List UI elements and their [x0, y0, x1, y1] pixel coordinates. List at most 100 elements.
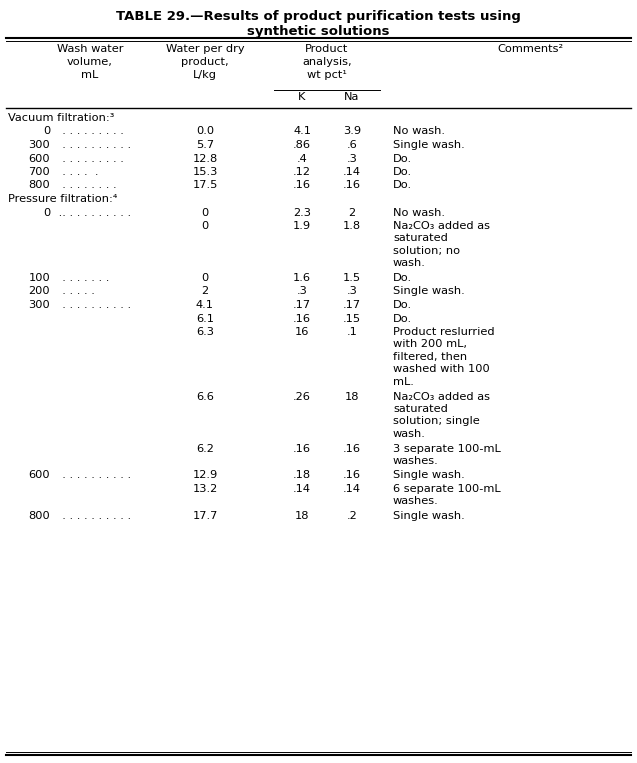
Text: .18: .18: [293, 471, 311, 481]
Text: Single wash.: Single wash.: [393, 140, 465, 150]
Text: Wash water
volume,
mL: Wash water volume, mL: [57, 44, 123, 80]
Text: Na₂CO₃ added as
saturated
solution; single
wash.: Na₂CO₃ added as saturated solution; sing…: [393, 391, 490, 439]
Text: Product
analysis,
wt pct¹: Product analysis, wt pct¹: [302, 44, 352, 80]
Text: 1.6: 1.6: [293, 273, 311, 283]
Text: 16: 16: [295, 327, 309, 337]
Text: .17: .17: [343, 300, 361, 310]
Text: 600: 600: [29, 153, 50, 163]
Text: 15.3: 15.3: [192, 167, 218, 177]
Text: . . . . .: . . . . .: [55, 286, 95, 297]
Text: Na₂CO₃ added as
saturated
solution; no
wash.: Na₂CO₃ added as saturated solution; no w…: [393, 221, 490, 269]
Text: 6 separate 100-mL
washes.: 6 separate 100-mL washes.: [393, 484, 501, 507]
Text: 1.5: 1.5: [343, 273, 361, 283]
Text: 12.9: 12.9: [192, 471, 218, 481]
Text: 17.5: 17.5: [192, 181, 218, 191]
Text: 17.7: 17.7: [192, 511, 218, 521]
Text: .16: .16: [343, 443, 361, 453]
Text: No wash.: No wash.: [393, 127, 445, 137]
Text: 18: 18: [345, 391, 359, 401]
Text: 2.3: 2.3: [293, 208, 311, 217]
Text: Do.: Do.: [393, 314, 412, 324]
Text: 0: 0: [201, 221, 209, 231]
Text: . . . . . . . . .: . . . . . . . . .: [55, 153, 124, 163]
Text: 2: 2: [348, 208, 355, 217]
Text: TABLE 29.—Results of product purification tests using: TABLE 29.—Results of product purificatio…: [116, 10, 521, 23]
Text: .3: .3: [347, 286, 357, 297]
Text: 200: 200: [29, 286, 50, 297]
Text: .1: .1: [347, 327, 357, 337]
Text: 800: 800: [28, 511, 50, 521]
Text: 100: 100: [28, 273, 50, 283]
Text: 6.2: 6.2: [196, 443, 214, 453]
Text: 1.8: 1.8: [343, 221, 361, 231]
Text: . . . . . . . . . .: . . . . . . . . . .: [55, 300, 131, 310]
Text: Do.: Do.: [393, 300, 412, 310]
Text: .15: .15: [343, 314, 361, 324]
Text: 12.8: 12.8: [192, 153, 218, 163]
Text: .16: .16: [293, 443, 311, 453]
Text: 6.1: 6.1: [196, 314, 214, 324]
Text: .16: .16: [293, 314, 311, 324]
Text: 3 separate 100-mL
washes.: 3 separate 100-mL washes.: [393, 443, 501, 466]
Text: 1.9: 1.9: [293, 221, 311, 231]
Text: K: K: [298, 92, 306, 102]
Text: .16: .16: [343, 471, 361, 481]
Text: Vacuum filtration:³: Vacuum filtration:³: [8, 113, 115, 123]
Text: Single wash.: Single wash.: [393, 471, 465, 481]
Text: Water per dry
product,
L/kg: Water per dry product, L/kg: [166, 44, 245, 80]
Text: Pressure filtration:⁴: Pressure filtration:⁴: [8, 194, 117, 204]
Text: . . . . . . . . .: . . . . . . . . .: [55, 127, 124, 137]
Text: .16: .16: [293, 181, 311, 191]
Text: Do.: Do.: [393, 273, 412, 283]
Text: 13.2: 13.2: [192, 484, 218, 494]
Text: Product reslurried
with 200 mL,
filtered, then
washed with 100
mL.: Product reslurried with 200 mL, filtered…: [393, 327, 494, 387]
Text: Na: Na: [345, 92, 360, 102]
Text: Single wash.: Single wash.: [393, 511, 465, 521]
Text: 4.1: 4.1: [293, 127, 311, 137]
Text: .86: .86: [293, 140, 311, 150]
Text: . . . . . . . . . .: . . . . . . . . . .: [55, 140, 131, 150]
Text: . . . . . . . . . .: . . . . . . . . . .: [55, 511, 131, 521]
Text: .14: .14: [343, 167, 361, 177]
Text: 2: 2: [201, 286, 208, 297]
Text: 5.7: 5.7: [196, 140, 214, 150]
Text: 0: 0: [43, 127, 50, 137]
Text: .2: .2: [347, 511, 357, 521]
Text: 6.3: 6.3: [196, 327, 214, 337]
Text: .14: .14: [343, 484, 361, 494]
Text: .16: .16: [343, 181, 361, 191]
Text: .12: .12: [293, 167, 311, 177]
Text: .14: .14: [293, 484, 311, 494]
Text: 4.1: 4.1: [196, 300, 214, 310]
Text: 18: 18: [295, 511, 309, 521]
Text: 3.9: 3.9: [343, 127, 361, 137]
Text: .6: .6: [347, 140, 357, 150]
Text: synthetic solutions: synthetic solutions: [247, 25, 390, 38]
Text: .3: .3: [297, 286, 308, 297]
Text: . . . . . . . .: . . . . . . . .: [55, 181, 117, 191]
Text: 0: 0: [201, 273, 209, 283]
Text: .17: .17: [293, 300, 311, 310]
Text: 300: 300: [28, 140, 50, 150]
Text: 6.6: 6.6: [196, 391, 214, 401]
Text: 0: 0: [43, 208, 50, 217]
Text: 0: 0: [201, 208, 209, 217]
Text: .4: .4: [297, 153, 308, 163]
Text: . . . . . . . . . .: . . . . . . . . . .: [55, 471, 131, 481]
Text: Single wash.: Single wash.: [393, 286, 465, 297]
Text: 600: 600: [29, 471, 50, 481]
Text: . . . . . . .: . . . . . . .: [55, 273, 110, 283]
Text: Do.: Do.: [393, 167, 412, 177]
Text: .. . . . . . . . . .: .. . . . . . . . . .: [55, 208, 131, 217]
Text: 300: 300: [28, 300, 50, 310]
Text: 800: 800: [28, 181, 50, 191]
Text: 0.0: 0.0: [196, 127, 214, 137]
Text: No wash.: No wash.: [393, 208, 445, 217]
Text: Do.: Do.: [393, 181, 412, 191]
Text: .3: .3: [347, 153, 357, 163]
Text: Do.: Do.: [393, 153, 412, 163]
Text: . . . .  .: . . . . .: [55, 167, 99, 177]
Text: .26: .26: [293, 391, 311, 401]
Text: 700: 700: [28, 167, 50, 177]
Text: Comments²: Comments²: [497, 44, 563, 54]
